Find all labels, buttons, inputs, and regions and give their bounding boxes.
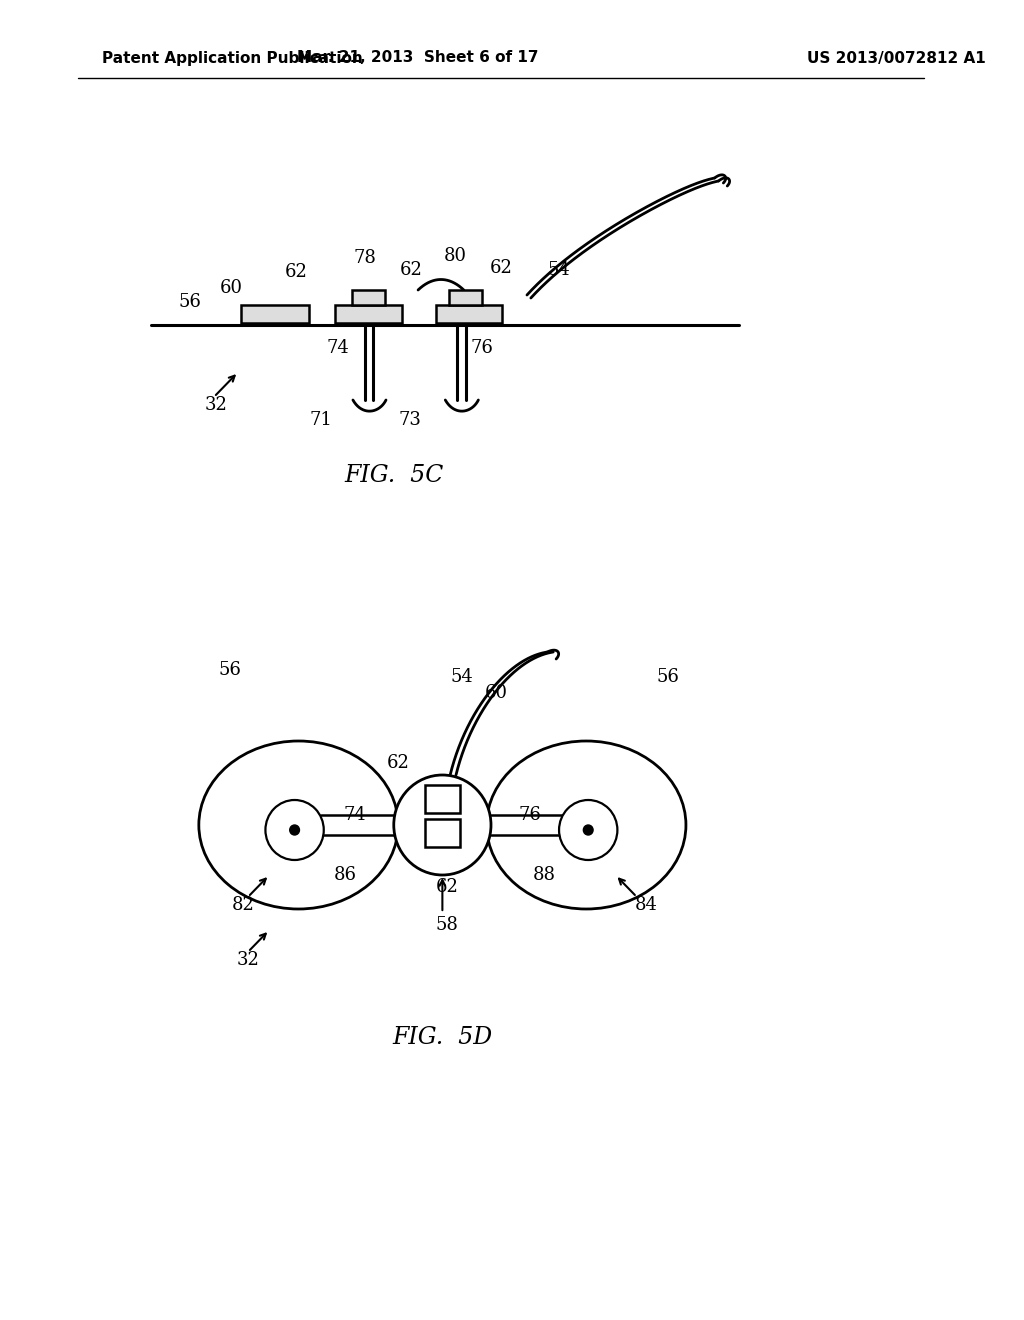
Polygon shape	[336, 305, 401, 323]
Text: 54: 54	[451, 668, 473, 686]
Circle shape	[559, 800, 617, 861]
Text: 76: 76	[518, 807, 542, 824]
Bar	[425, 785, 460, 813]
Text: 56: 56	[178, 293, 201, 312]
Circle shape	[584, 825, 593, 836]
Text: 74: 74	[343, 807, 367, 824]
Text: 56: 56	[656, 668, 679, 686]
Text: 71: 71	[309, 411, 332, 429]
Polygon shape	[352, 290, 385, 305]
Text: FIG.  5C: FIG. 5C	[344, 463, 443, 487]
Text: 32: 32	[237, 950, 259, 969]
Ellipse shape	[486, 741, 686, 909]
Text: 62: 62	[399, 261, 423, 279]
Polygon shape	[450, 290, 482, 305]
Text: 73: 73	[399, 411, 422, 429]
Bar	[425, 818, 460, 847]
Text: 60: 60	[220, 279, 243, 297]
Polygon shape	[435, 305, 502, 323]
Text: 62: 62	[489, 259, 512, 277]
Text: 62: 62	[387, 754, 410, 772]
Text: 84: 84	[635, 896, 658, 913]
Text: 86: 86	[334, 866, 356, 884]
Text: 82: 82	[231, 896, 255, 913]
Text: 80: 80	[443, 247, 467, 265]
Text: 60: 60	[484, 684, 507, 702]
Text: 78: 78	[353, 249, 376, 267]
Circle shape	[290, 825, 299, 836]
Text: FIG.  5D: FIG. 5D	[392, 1027, 493, 1049]
Text: 74: 74	[327, 339, 350, 356]
Polygon shape	[241, 305, 309, 323]
Text: US 2013/0072812 A1: US 2013/0072812 A1	[807, 50, 986, 66]
Text: 62: 62	[436, 878, 459, 896]
Text: 62: 62	[285, 263, 308, 281]
Circle shape	[394, 775, 490, 875]
Text: Mar. 21, 2013  Sheet 6 of 17: Mar. 21, 2013 Sheet 6 of 17	[297, 50, 539, 66]
Text: Patent Application Publication: Patent Application Publication	[102, 50, 362, 66]
Text: 88: 88	[532, 866, 556, 884]
Text: 76: 76	[471, 339, 494, 356]
Ellipse shape	[199, 741, 398, 909]
Text: 58: 58	[436, 916, 459, 935]
Text: 54: 54	[548, 261, 570, 279]
Circle shape	[265, 800, 324, 861]
Text: 56: 56	[219, 661, 242, 678]
Text: 32: 32	[205, 396, 227, 414]
